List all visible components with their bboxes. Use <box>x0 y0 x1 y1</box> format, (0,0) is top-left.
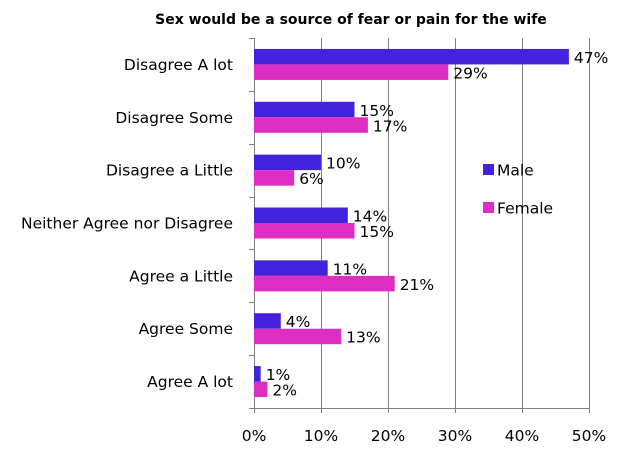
legend-swatch-male <box>483 164 494 175</box>
data-label-male-5: 4% <box>286 313 311 331</box>
category-labels: Disagree A lot Disagree Some Disagree a Li… <box>21 56 233 391</box>
data-label-female-6: 2% <box>272 382 297 400</box>
legend-label-female: Female <box>497 200 553 218</box>
data-label-female-4: 21% <box>400 276 434 294</box>
legend-label-male: Male <box>497 162 534 180</box>
bar-female-3 <box>254 223 355 239</box>
data-label-female-0: 29% <box>453 64 487 82</box>
category-label-5: Agree Some <box>139 320 233 338</box>
bar-male-6 <box>254 366 261 382</box>
x-tick-label-40: 40% <box>505 427 539 445</box>
data-label-female-5: 13% <box>346 329 380 347</box>
chart-title: Sex would be a source of fear or pain fo… <box>155 12 547 28</box>
category-label-6: Agree A lot <box>147 373 233 391</box>
data-label-male-1: 15% <box>360 102 394 120</box>
data-label-male-2: 10% <box>326 155 360 173</box>
bar-male-0 <box>254 48 569 65</box>
bars <box>254 48 569 398</box>
bar-female-2 <box>254 170 295 186</box>
data-labels: 47%29%15%17%10%6%14%15%11%21%4%13%1%2% <box>266 49 609 400</box>
bar-female-4 <box>254 275 395 292</box>
x-axis-ticks: 0% 10% 20% 30% 40% 50% <box>242 427 607 445</box>
bar-male-5 <box>254 313 281 329</box>
x-tick-label-50: 50% <box>572 427 606 445</box>
category-label-0: Disagree A lot <box>124 56 233 74</box>
bar-female-1 <box>254 117 368 133</box>
data-label-male-3: 14% <box>353 208 387 226</box>
category-label-2: Disagree a Little <box>106 162 233 180</box>
data-label-male-0: 47% <box>574 49 608 67</box>
data-label-male-4: 11% <box>333 260 367 278</box>
x-tick-label-0: 0% <box>242 427 267 445</box>
data-label-female-1: 17% <box>373 117 407 135</box>
x-tick-label-10: 10% <box>304 427 338 445</box>
x-tick-label-30: 30% <box>438 427 472 445</box>
data-label-female-3: 15% <box>360 223 394 241</box>
x-tick-label-20: 20% <box>371 427 405 445</box>
legend-swatch-female <box>483 202 494 213</box>
bar-male-2 <box>254 154 321 171</box>
category-label-1: Disagree Some <box>115 109 233 127</box>
category-label-4: Agree a Little <box>129 267 233 285</box>
data-label-female-2: 6% <box>299 170 324 188</box>
bar-female-6 <box>254 381 268 398</box>
bar-female-5 <box>254 328 342 345</box>
bar-male-1 <box>254 101 355 118</box>
category-label-3: Neither Agree nor Disagree <box>21 215 233 233</box>
data-label-male-6: 1% <box>266 366 291 384</box>
bar-female-0 <box>254 64 449 80</box>
legend: Male Female <box>483 162 553 218</box>
bar-male-4 <box>254 260 328 276</box>
bar-male-3 <box>254 207 348 223</box>
